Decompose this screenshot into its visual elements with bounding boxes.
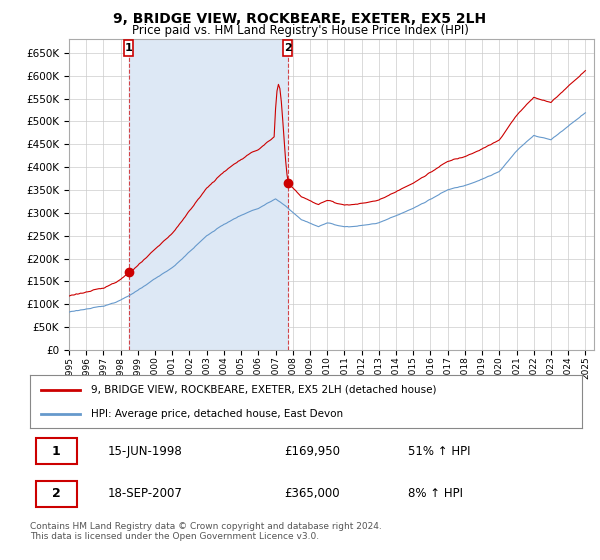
- Text: 1: 1: [52, 445, 61, 458]
- FancyBboxPatch shape: [35, 481, 77, 507]
- Text: Contains HM Land Registry data © Crown copyright and database right 2024.
This d: Contains HM Land Registry data © Crown c…: [30, 522, 382, 542]
- Text: 51% ↑ HPI: 51% ↑ HPI: [408, 445, 470, 458]
- Text: £365,000: £365,000: [284, 487, 340, 501]
- Text: HPI: Average price, detached house, East Devon: HPI: Average price, detached house, East…: [91, 409, 343, 419]
- Text: 9, BRIDGE VIEW, ROCKBEARE, EXETER, EX5 2LH: 9, BRIDGE VIEW, ROCKBEARE, EXETER, EX5 2…: [113, 12, 487, 26]
- Text: 9, BRIDGE VIEW, ROCKBEARE, EXETER, EX5 2LH (detached house): 9, BRIDGE VIEW, ROCKBEARE, EXETER, EX5 2…: [91, 385, 436, 395]
- Text: 15-JUN-1998: 15-JUN-1998: [107, 445, 182, 458]
- Text: 1: 1: [125, 43, 133, 53]
- FancyBboxPatch shape: [283, 40, 292, 56]
- FancyBboxPatch shape: [35, 438, 77, 464]
- Text: £169,950: £169,950: [284, 445, 340, 458]
- FancyBboxPatch shape: [124, 40, 133, 56]
- Text: 2: 2: [284, 43, 292, 53]
- Text: 18-SEP-2007: 18-SEP-2007: [107, 487, 182, 501]
- Text: 2: 2: [52, 487, 61, 501]
- Text: 8% ↑ HPI: 8% ↑ HPI: [408, 487, 463, 501]
- Text: Price paid vs. HM Land Registry's House Price Index (HPI): Price paid vs. HM Land Registry's House …: [131, 24, 469, 37]
- Bar: [128, 39, 288, 350]
